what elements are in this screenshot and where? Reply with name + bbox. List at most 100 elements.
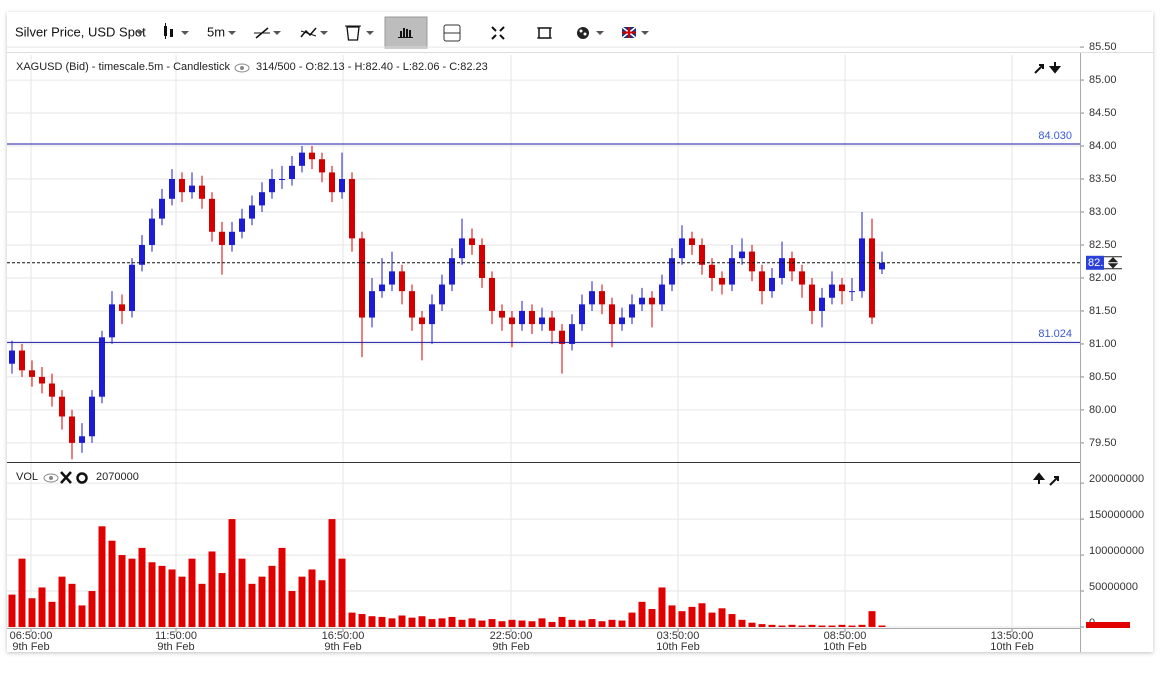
current-price-box <box>1086 255 1104 270</box>
x-tick-label: 13:50:00 <box>991 630 1034 642</box>
candle-body <box>679 238 685 259</box>
candle-body <box>49 383 55 397</box>
volume-bar <box>328 519 336 627</box>
candle-body <box>589 291 595 305</box>
candle-body <box>389 271 395 285</box>
x-tick-date: 10th Feb <box>990 641 1033 653</box>
volume-bar <box>158 565 166 627</box>
y-tick-label: 200000000 <box>1089 473 1144 485</box>
candle-body <box>29 370 35 377</box>
volume-bar <box>258 576 266 627</box>
candle-body <box>799 271 805 285</box>
volume-bar <box>578 620 586 627</box>
volume-bar <box>538 618 546 627</box>
x-tick-date: 10th Feb <box>823 641 866 653</box>
y-tick-label: 82.00 <box>1089 272 1117 284</box>
candle-body <box>599 291 605 305</box>
y-tick-label: 150000000 <box>1089 509 1144 521</box>
candle-body <box>479 244 485 278</box>
fullscreen-button[interactable] <box>491 26 505 40</box>
chart-type-button[interactable] <box>164 23 189 39</box>
volume-bar <box>58 576 66 627</box>
candle-body <box>319 159 325 173</box>
candle-body <box>869 238 875 318</box>
volume-bar <box>478 620 486 627</box>
candle-body <box>539 317 545 325</box>
candle-body <box>519 310 525 325</box>
symbol-select[interactable]: Silver Price, USD Spot <box>15 24 146 39</box>
volume-bar <box>188 558 196 627</box>
ohlc-legend: 314/500 - O:82.13 - H:82.40 - L:82.06 - … <box>256 61 488 73</box>
volume-bar <box>308 569 316 627</box>
candle-body <box>169 179 175 199</box>
volume-bar <box>198 583 206 627</box>
volume-panel-title: VOL <box>16 471 38 483</box>
candle-body <box>279 179 285 181</box>
y-tick-label: 84.50 <box>1089 107 1117 119</box>
volume-bar <box>608 619 616 627</box>
y-tick-label: 81.00 <box>1089 338 1117 350</box>
volume-bar <box>88 591 96 627</box>
candle-body <box>769 277 775 292</box>
candle-body <box>159 198 165 219</box>
interval-select[interactable]: 5m <box>207 24 225 39</box>
volume-toggle-button[interactable] <box>384 16 428 49</box>
price-panel-resize[interactable] <box>1034 62 1062 74</box>
volume-bar <box>168 569 176 627</box>
volume-bar <box>668 605 676 627</box>
candle-body <box>259 192 265 206</box>
candle-body <box>449 258 455 285</box>
candle-body <box>109 304 115 338</box>
volume-bar <box>858 624 866 627</box>
candle-body <box>289 165 295 180</box>
volume-bar <box>598 621 606 627</box>
candle-body <box>549 317 555 331</box>
volume-bar <box>138 547 146 627</box>
candle-body <box>339 179 345 193</box>
candle-body <box>789 258 795 272</box>
volume-bar <box>658 587 666 627</box>
price-drag-handle[interactable] <box>1104 256 1122 270</box>
volume-bar <box>398 615 406 627</box>
volume-bar <box>268 565 276 627</box>
crosshair-button[interactable] <box>443 24 461 42</box>
candle-body <box>619 317 625 325</box>
eye-icon[interactable] <box>234 63 250 73</box>
indicator-button[interactable] <box>300 27 328 38</box>
candle-body <box>749 251 755 272</box>
volume-bar <box>378 616 386 627</box>
volume-bar <box>438 618 446 627</box>
fit-button[interactable] <box>537 27 552 39</box>
volume-bar <box>838 624 846 627</box>
volume-bar <box>808 624 816 627</box>
candle-body <box>9 350 15 364</box>
current-volume-box <box>1086 622 1130 628</box>
candle-body <box>659 284 665 305</box>
volume-icons[interactable] <box>43 471 88 484</box>
volume-bar <box>498 621 506 627</box>
candle-body <box>379 284 385 292</box>
volume-bar <box>448 616 456 627</box>
horizontal-line-label: 84.030 <box>1038 130 1072 142</box>
candle-body <box>839 284 845 292</box>
volume-bar <box>728 614 736 627</box>
delete-button[interactable] <box>345 25 374 41</box>
volume-bar <box>358 614 366 627</box>
volume-bar <box>338 558 346 627</box>
candle-body <box>209 198 215 232</box>
theme-button[interactable] <box>577 27 604 39</box>
volume-bar <box>678 611 686 627</box>
candle-body <box>309 152 315 160</box>
language-button[interactable] <box>621 26 649 39</box>
draw-line-button[interactable] <box>254 27 281 39</box>
candle-body <box>249 205 255 219</box>
x-tick-label: 03:50:00 <box>657 630 700 642</box>
candle-body <box>199 185 205 199</box>
volume-panel-resize[interactable] <box>1032 472 1059 486</box>
candle-body <box>709 264 715 278</box>
candle-body <box>649 297 655 305</box>
candle-body <box>689 238 695 245</box>
price-plot <box>7 143 1080 460</box>
volume-bar <box>708 612 716 627</box>
toolbar: Silver Price, USD Spot 5m <box>7 12 1153 52</box>
